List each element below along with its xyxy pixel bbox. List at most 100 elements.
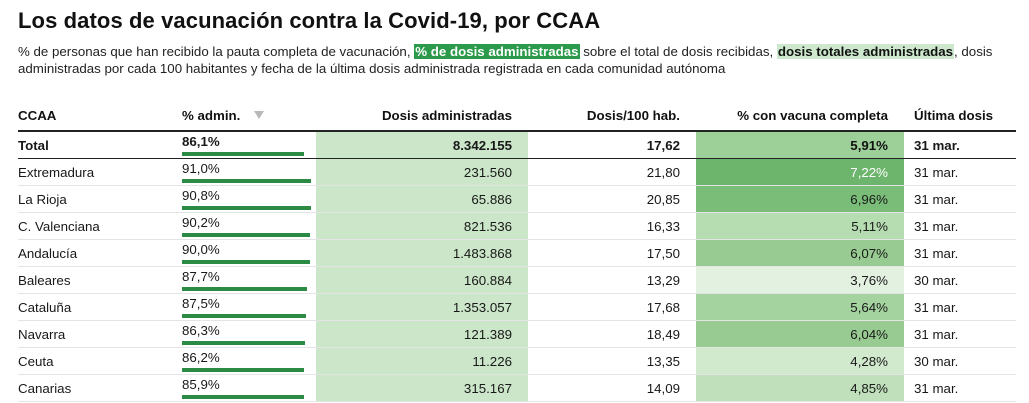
cell-dosis-administradas: 1.483.868 (316, 239, 528, 267)
description-text-2: sobre el total de dosis recibidas, (579, 44, 777, 59)
page-title: Los datos de vacunación contra la Covid-… (18, 8, 601, 33)
pct-admin-value: 90,2% (182, 215, 220, 230)
cell-ultima-dosis: 31 mar. (904, 212, 1016, 240)
header-dosis-100[interactable]: Dosis/100 hab. (528, 100, 696, 132)
cell-dosis-administradas: 821.536 (316, 212, 528, 240)
vaccination-table: CCAA % admin. Dosis administradas Dosis/… (18, 100, 1016, 402)
pct-admin-value: 90,8% (182, 188, 220, 203)
cell-dosis-administradas: 315.167 (316, 374, 528, 402)
cell-ccaa: C. Valenciana (18, 212, 182, 240)
pct-admin-value: 85,9% (182, 377, 220, 392)
cell-pct-completa: 5,91% (696, 131, 904, 159)
cell-pct-completa: 5,64% (696, 293, 904, 321)
cell-pct-completa: 4,85% (696, 374, 904, 402)
pct-admin-bar (182, 233, 310, 237)
table-row: Canarias 85,9% 315.167 14,09 4,85% 31 mar. (18, 374, 1016, 402)
cell-ccaa: Extremadura (18, 158, 182, 186)
cell-ccaa: Baleares (18, 266, 182, 294)
header-ultima-dosis[interactable]: Última dosis (904, 100, 1016, 132)
cell-ccaa: Navarra (18, 320, 182, 348)
highlight-pct-dosis: % de dosis administradas (414, 44, 580, 59)
cell-ccaa: Total (18, 131, 182, 159)
table-body: Total 86,1% 8.342.155 17,62 5,91% 31 mar. Extr… (18, 131, 1016, 402)
pct-admin-bar (182, 179, 311, 183)
cell-pct-admin: 86,2% (182, 347, 316, 375)
cell-dosis-100: 13,29 (528, 266, 696, 294)
cell-dosis-administradas: 231.560 (316, 158, 528, 186)
cell-dosis-100: 18,49 (528, 320, 696, 348)
cell-pct-admin: 91,0% (182, 158, 316, 186)
cell-ultima-dosis: 30 mar. (904, 266, 1016, 294)
cell-dosis-administradas: 65.886 (316, 185, 528, 213)
cell-dosis-100: 17,68 (528, 293, 696, 321)
table-row: Extremadura 91,0% 231.560 21,80 7,22% 31 mar. (18, 158, 1016, 186)
table-row: C. Valenciana 90,2% 821.536 16,33 5,11% 31 ma… (18, 212, 1016, 240)
pct-admin-bar (182, 287, 307, 291)
table-row: Cataluña 87,5% 1.353.057 17,68 5,64% 31 mar. (18, 293, 1016, 321)
pct-admin-value: 91,0% (182, 161, 220, 176)
pct-admin-bar (182, 368, 304, 372)
cell-ultima-dosis: 31 mar. (904, 374, 1016, 402)
cell-ultima-dosis: 31 mar. (904, 158, 1016, 186)
table-row: Ceuta 86,2% 11.226 13,35 4,28% 30 mar. (18, 347, 1016, 375)
cell-dosis-100: 13,35 (528, 347, 696, 375)
cell-pct-completa: 6,96% (696, 185, 904, 213)
cell-ultima-dosis: 31 mar. (904, 320, 1016, 348)
cell-dosis-100: 17,50 (528, 239, 696, 267)
highlight-dosis-totales: dosis totales administradas (776, 44, 955, 59)
cell-ccaa: Canarias (18, 374, 182, 402)
table-header-row: CCAA % admin. Dosis administradas Dosis/… (18, 100, 1016, 132)
sort-descending-icon[interactable] (254, 110, 265, 119)
pct-admin-bar (182, 314, 306, 318)
cell-pct-completa: 6,07% (696, 239, 904, 267)
cell-dosis-100: 14,09 (528, 374, 696, 402)
cell-pct-completa: 6,04% (696, 320, 904, 348)
cell-pct-completa: 5,11% (696, 212, 904, 240)
cell-ccaa: La Rioja (18, 185, 182, 213)
pct-admin-value: 86,3% (182, 323, 220, 338)
pct-admin-bar (182, 206, 311, 210)
header-pct-admin[interactable]: % admin. (182, 100, 316, 132)
cell-pct-completa: 7,22% (696, 158, 904, 186)
pct-admin-bar (182, 395, 304, 399)
cell-ccaa: Ceuta (18, 347, 182, 375)
pct-admin-value: 86,1% (182, 134, 220, 149)
cell-pct-admin: 86,1% (182, 131, 316, 159)
cell-dosis-100: 16,33 (528, 212, 696, 240)
table-row: La Rioja 90,8% 65.886 20,85 6,96% 31 mar. (18, 185, 1016, 213)
cell-dosis-100: 21,80 (528, 158, 696, 186)
cell-pct-admin: 90,2% (182, 212, 316, 240)
table-row-total: Total 86,1% 8.342.155 17,62 5,91% 31 mar. (18, 131, 1016, 159)
table-row: Baleares 87,7% 160.884 13,29 3,76% 30 mar. (18, 266, 1016, 294)
pct-admin-bar (182, 152, 304, 156)
cell-ultima-dosis: 31 mar. (904, 239, 1016, 267)
cell-dosis-administradas: 1.353.057 (316, 293, 528, 321)
cell-pct-admin: 87,7% (182, 266, 316, 294)
description-text-1: % de personas que han recibido la pauta … (18, 44, 415, 59)
pct-admin-value: 87,7% (182, 269, 220, 284)
description-text-3: , dosis administradas por cada 100 habit… (18, 44, 993, 76)
cell-ultima-dosis: 31 mar. (904, 293, 1016, 321)
cell-pct-completa: 3,76% (696, 266, 904, 294)
header-pct-admin-label: % admin. (182, 107, 241, 123)
table-row: Andalucía 90,0% 1.483.868 17,50 6,07% 31 mar. (18, 239, 1016, 267)
pct-admin-value: 87,5% (182, 296, 220, 311)
pct-admin-bar (182, 341, 305, 345)
cell-ccaa: Cataluña (18, 293, 182, 321)
pct-admin-value: 90,0% (182, 242, 220, 257)
cell-dosis-100: 20,85 (528, 185, 696, 213)
cell-pct-admin: 90,8% (182, 185, 316, 213)
cell-ultima-dosis: 30 mar. (904, 347, 1016, 375)
cell-dosis-100: 17,62 (528, 131, 696, 159)
cell-ultima-dosis: 31 mar. (904, 185, 1016, 213)
cell-dosis-administradas: 160.884 (316, 266, 528, 294)
cell-dosis-administradas: 8.342.155 (316, 131, 528, 159)
cell-pct-admin: 87,5% (182, 293, 316, 321)
cell-pct-admin: 86,3% (182, 320, 316, 348)
table-row: Navarra 86,3% 121.389 18,49 6,04% 31 mar. (18, 320, 1016, 348)
cell-pct-admin: 85,9% (182, 374, 316, 402)
header-ccaa[interactable]: CCAA (18, 100, 182, 132)
header-pct-completa[interactable]: % con vacuna completa (696, 100, 904, 132)
cell-dosis-administradas: 121.389 (316, 320, 528, 348)
header-dosis-administradas[interactable]: Dosis administradas (316, 100, 528, 132)
